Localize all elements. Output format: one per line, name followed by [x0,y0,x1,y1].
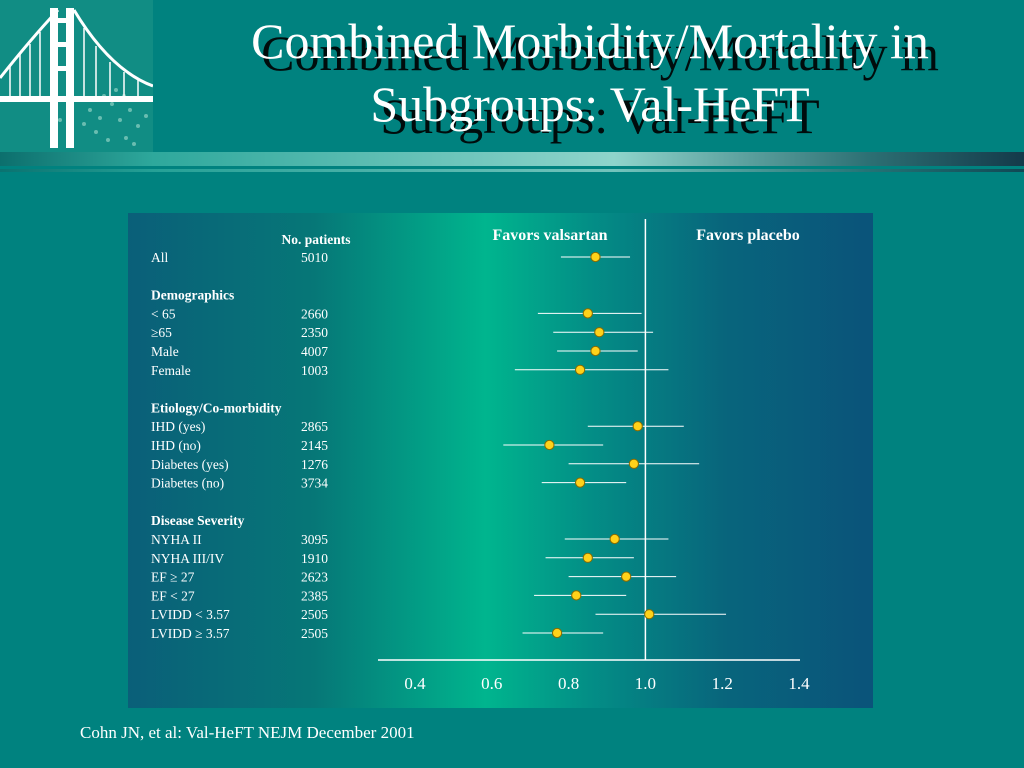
point-estimate [609,533,620,545]
point-estimate [575,477,586,488]
point-estimate [544,439,555,451]
point-estimate [571,590,582,601]
x-tick-label: 0.8 [558,674,579,693]
section-header: Disease Severity [151,513,245,528]
point-estimate [590,251,601,263]
section-header: Etiology/Co-morbidity [151,400,282,415]
x-tick-label: 1.2 [712,674,733,693]
logo [0,0,154,153]
row-n-patients: 2385 [301,588,328,603]
x-tick-label: 0.6 [481,674,502,693]
golden-gate-bridge-icon [0,0,154,153]
point-estimate [590,345,601,357]
point-estimate [628,458,639,469]
row-label: ≥65 [151,325,172,340]
row-label: EF ≥ 27 [151,570,195,585]
row-n-patients: 2505 [301,626,328,641]
point-estimate [632,421,643,432]
table-rows: All 5010 Demographics < 65 2660 ≥65 2350 Male 40… [151,250,328,641]
row-n-patients: 2865 [301,419,328,434]
row-label: LVIDD ≥ 3.57 [151,626,230,641]
point-estimate [582,552,593,563]
row-label: Female [151,363,191,378]
x-tick-label: 1.4 [788,674,810,693]
point-estimate [582,308,593,319]
row-label: < 65 [151,306,176,321]
citation: Cohn JN, et al: Val-HeFT NEJM December 2… [80,723,415,742]
section-header: Demographics [151,288,234,303]
row-label: EF < 27 [151,588,195,603]
x-tick-label: 0.4 [404,674,426,693]
point-estimate [594,327,605,338]
forest-plot: No. patients Favors valsartan Favors pla… [151,219,810,693]
row-label: Diabetes (yes) [151,457,229,472]
row-n-patients: 2350 [301,325,328,340]
point-estimate [621,571,632,582]
row-label: LVIDD < 3.57 [151,607,230,622]
column-header-no-patients: No. patients [281,232,350,247]
title-divider [0,152,1024,172]
row-n-patients: 4007 [301,344,328,359]
row-n-patients: 2145 [301,438,328,453]
row-n-patients: 2505 [301,607,328,622]
row-n-patients: 1910 [301,551,328,566]
row-n-patients: 1003 [301,363,328,378]
x-tick-label: 1.0 [635,674,656,693]
plot-marks [503,219,727,660]
favors-placebo-label: Favors placebo [696,227,800,244]
row-label: All [151,250,169,265]
page-title: Combined Morbidity/Mortality in Subgroup… [160,10,1020,136]
row-label: NYHA III/IV [151,551,224,566]
title-line-1: Combined Morbidity/Mortality in [251,13,929,69]
row-n-patients: 1276 [301,457,328,472]
favors-valsartan-label: Favors valsartan [492,227,607,244]
row-n-patients: 2623 [301,570,328,585]
point-estimate [575,364,586,375]
title-line-2: Subgroups: Val-HeFT [370,76,810,132]
point-estimate [644,609,655,620]
row-label: IHD (no) [151,438,201,453]
row-n-patients: 3734 [301,476,328,491]
row-label: Diabetes (no) [151,476,224,491]
row-label: IHD (yes) [151,419,205,434]
point-estimate [551,627,563,639]
x-axis: 0.4 0.6 0.8 1.0 1.2 1.4 [378,659,810,693]
row-label: Male [151,344,179,359]
forest-plot-panel: No. patients Favors valsartan Favors pla… [128,213,873,708]
page-title-shadow: Combined Morbidity/Mortality in Subgroup… [261,25,939,144]
row-n-patients: 2660 [301,306,328,321]
row-label: NYHA II [151,532,202,547]
row-n-patients: 3095 [301,532,328,547]
row-n-patients: 5010 [301,250,328,265]
